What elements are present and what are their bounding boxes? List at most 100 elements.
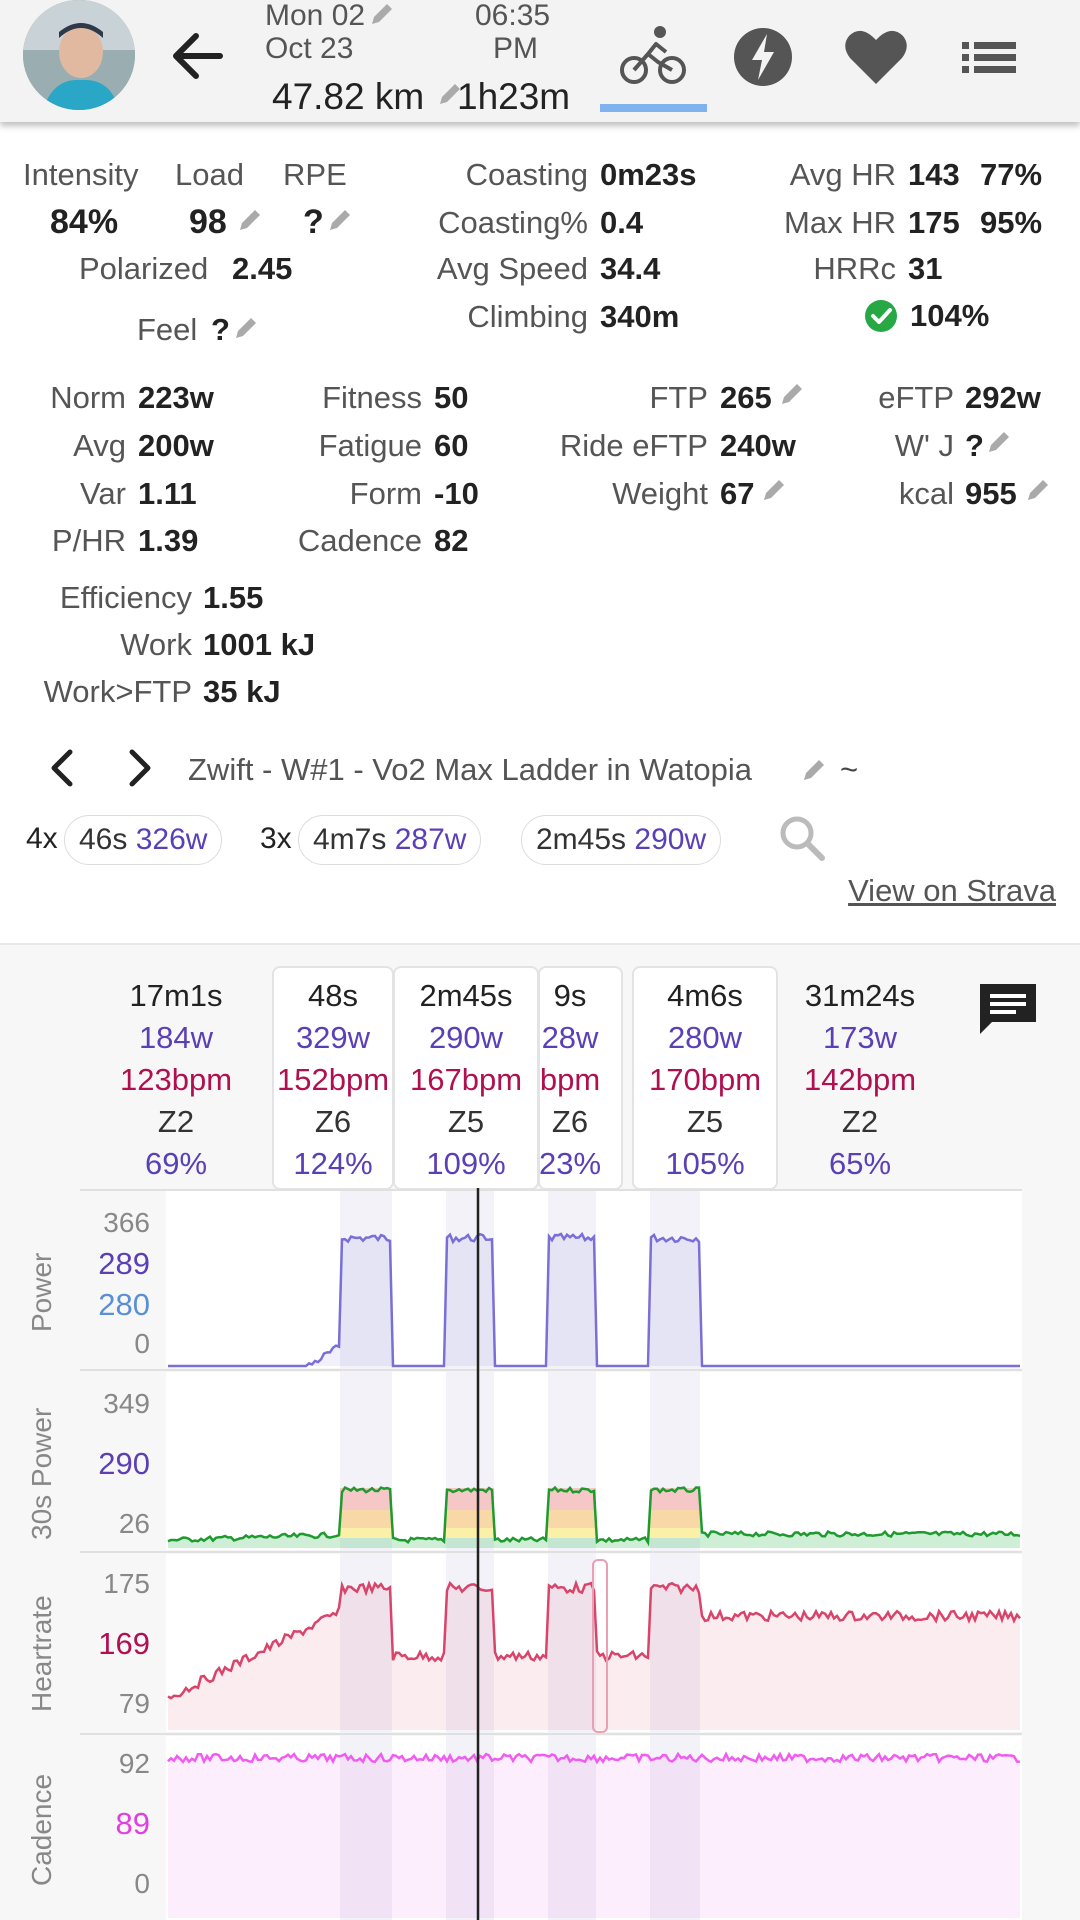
heart-icon[interactable] <box>841 22 911 92</box>
interval-6-power: 173w <box>822 1020 898 1055</box>
power30-cursor-label: 290 <box>98 1446 150 1481</box>
ftp-value: 265 <box>720 380 772 415</box>
eftp-value: 292w <box>965 380 1041 415</box>
power30-zone-block <box>548 1488 596 1510</box>
interval-box-4[interactable] <box>538 966 623 1190</box>
interval-chip-1[interactable]: 46s 326w <box>64 815 223 865</box>
power-avg-label: 280 <box>98 1287 150 1322</box>
edit-weight-pencil-icon[interactable] <box>760 476 788 504</box>
power30-max-label: 349 <box>103 1388 150 1419</box>
cadence-line <box>167 1751 1021 1765</box>
interval-box-3[interactable] <box>393 966 539 1190</box>
interval-3[interactable]: 2m45s 290w 167bpm Z5 109% <box>393 975 539 1185</box>
chip-2-power: 287w <box>394 823 467 856</box>
power-min-label: 0 <box>134 1328 150 1359</box>
next-activity-chevron-icon[interactable] <box>122 748 158 788</box>
prev-activity-chevron-icon[interactable] <box>44 748 80 788</box>
power-max-label: 366 <box>103 1207 150 1238</box>
norm-label: Norm <box>50 380 126 415</box>
edit-kcal-pencil-icon[interactable] <box>1024 476 1052 504</box>
interval-bands <box>340 1190 700 1920</box>
chip-2-duration: 4m7s <box>313 823 387 856</box>
interval-box-5[interactable] <box>632 966 778 1190</box>
interval-2-zone: Z6 <box>314 1104 352 1139</box>
interval-4-zone: Z6 <box>551 1104 589 1139</box>
chip-3-duration: 2m45s <box>536 823 627 856</box>
interval-3-pct: 109% <box>426 1146 506 1181</box>
edit-load-pencil-icon[interactable] <box>236 206 264 234</box>
interval-6-zone: Z2 <box>841 1104 879 1139</box>
hrrc-label: HRRc <box>813 251 896 286</box>
ride-eftp-label: Ride eFTP <box>559 428 708 463</box>
interval-4[interactable]: 9s 28w bpm Z6 23% <box>536 975 604 1185</box>
avg-power-value: 200w <box>138 428 214 463</box>
cadence-label: Cadence <box>297 523 422 558</box>
wprime-label: W' J <box>894 428 954 463</box>
interval-4-pct: 23% <box>538 1146 602 1181</box>
power30-zone-block <box>446 1528 494 1538</box>
interval-5[interactable]: 4m6s 280w 170bpm Z5 105% <box>632 975 778 1185</box>
polarized-label: Polarized <box>79 251 209 286</box>
chip-3-power: 290w <box>634 823 707 856</box>
edit-ftp-pencil-icon[interactable] <box>778 380 806 408</box>
interval-3-hr: 167bpm <box>409 1062 523 1097</box>
ride-eftp-value: 240w <box>720 428 796 463</box>
edit-wprime-pencil-icon[interactable] <box>985 428 1013 456</box>
bike-icon[interactable] <box>618 22 688 92</box>
distance: 47.82 km <box>272 76 425 117</box>
list-icon[interactable] <box>954 22 1024 92</box>
interval-6[interactable]: 31m24s 173w 142bpm Z2 65% <box>780 975 940 1185</box>
load-value: 98 <box>189 203 227 241</box>
interval-6-duration: 31m24s <box>804 978 916 1013</box>
interval-5-zone: Z5 <box>686 1104 724 1139</box>
wprime-value: ? <box>965 428 984 463</box>
coasting-label: Coasting <box>465 157 588 192</box>
chip-2-multiplier: 3x <box>260 822 292 855</box>
chip-1-power: 326w <box>135 823 208 856</box>
interval-chip-2[interactable]: 4m7s 287w <box>298 815 482 865</box>
polarized-value: 2.45 <box>232 251 293 286</box>
fitness-value: 50 <box>434 380 469 415</box>
coasting-pct-label: Coasting% <box>438 205 588 240</box>
date-line-1: Mon 02 <box>265 0 366 32</box>
interval-chip-3[interactable]: 2m45s 290w <box>521 815 722 865</box>
activity-charts[interactable] <box>0 1188 1080 1920</box>
hr-min-label: 79 <box>118 1688 150 1719</box>
max-hr-pct: 95% <box>980 205 1043 240</box>
fatigue-value: 60 <box>434 428 469 463</box>
interval-2[interactable]: 48s 329w 152bpm Z6 124% <box>272 975 394 1185</box>
hr-cursor-label: 169 <box>98 1626 150 1661</box>
interval-4-power: 28w <box>541 1020 599 1055</box>
interval-band <box>446 1190 494 1920</box>
power30-zone-block <box>650 1528 700 1538</box>
interval-1[interactable]: 17m1s 184w 123bpm Z2 69% <box>120 975 232 1185</box>
bolt-icon[interactable] <box>728 22 798 92</box>
power-line <box>168 1231 1020 1368</box>
view-on-strava-link[interactable]: View on Strava <box>848 873 1056 908</box>
comment-icon[interactable] <box>976 980 1040 1038</box>
fitness-label: Fitness <box>322 380 422 415</box>
interval-band <box>340 1190 392 1920</box>
edit-distance-pencil-icon[interactable] <box>436 80 464 108</box>
workout-title[interactable]: Zwift - W#1 - Vo2 Max Ladder in Watopia <box>188 752 752 787</box>
duration: 1h23m <box>457 76 571 117</box>
chip-1-duration: 46s <box>79 823 128 856</box>
norm-value: 223w <box>138 380 214 415</box>
form-value: -10 <box>434 476 479 511</box>
edit-title-pencil-icon[interactable] <box>800 756 828 784</box>
p-hr-label: P/HR <box>51 523 126 558</box>
var-label: Var <box>80 476 126 511</box>
coasting-value: 0m23s <box>600 157 697 192</box>
search-icon[interactable] <box>778 814 826 862</box>
interval-box-2[interactable] <box>272 966 394 1190</box>
form-label: Form <box>349 476 422 511</box>
app-header: Mon 02 Oct 23 06:35 PM 47.82 km 1h23m <box>0 0 1080 122</box>
edit-rpe-pencil-icon[interactable] <box>326 206 354 234</box>
edit-date-pencil-icon[interactable] <box>368 0 396 28</box>
date-line-2: Oct 23 <box>265 32 354 65</box>
interval-2-pct: 124% <box>293 1146 373 1181</box>
back-arrow-icon[interactable] <box>168 28 228 84</box>
edit-feel-pencil-icon[interactable] <box>232 314 260 342</box>
avatar[interactable] <box>23 0 135 110</box>
rpe-value: ? <box>303 203 324 241</box>
